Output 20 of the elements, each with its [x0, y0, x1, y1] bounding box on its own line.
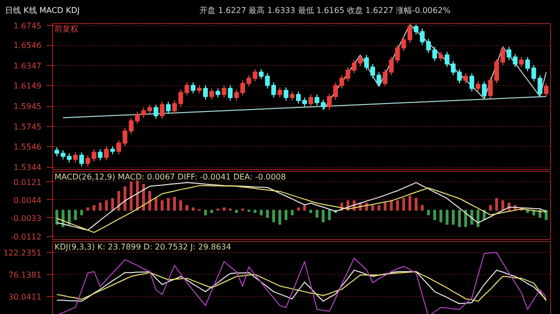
y-tick-label: 122.2351 [3, 248, 42, 258]
chart-title: MACD(26,12,9) MACD: 0.0067 DIFF: -0.0041 DEA: -0.0008 [54, 172, 286, 182]
y-tick-label: 1.6745 [14, 22, 42, 30]
y-tick-label: -0.0112 [10, 232, 42, 242]
y-tick-label: 1.5945 [14, 102, 42, 112]
y-tick-label: 30.0411 [8, 292, 42, 302]
y-tick-label: 1.5344 [14, 163, 42, 172]
chart-subtitle: 开盘 1.6227 最高 1.6333 最低 1.6165 收盘 1.6227 涨幅-0.0062% [200, 6, 450, 15]
y-tick-label: 76.1381 [8, 270, 42, 280]
chart-title: 日线 K线 MACD KDJ [5, 6, 80, 15]
chart-title: KDJ(9,3,3) K: 23.7899 D: 20.7532 J: 29.8634 [54, 242, 232, 252]
y-tick-label: 1.6347 [14, 61, 42, 70]
y-tick-label: 1.6149 [14, 81, 42, 90]
y-tick-label: 1.6546 [14, 41, 42, 50]
annotation: 前复权 [54, 24, 78, 34]
y-tick-label: 1.5745 [14, 122, 42, 132]
y-tick-label: 0.0044 [14, 196, 42, 205]
y-tick-label: -0.0033 [10, 214, 42, 223]
y-tick-label: 1.5546 [14, 142, 42, 152]
y-tick-label: 0.0121 [14, 178, 42, 187]
